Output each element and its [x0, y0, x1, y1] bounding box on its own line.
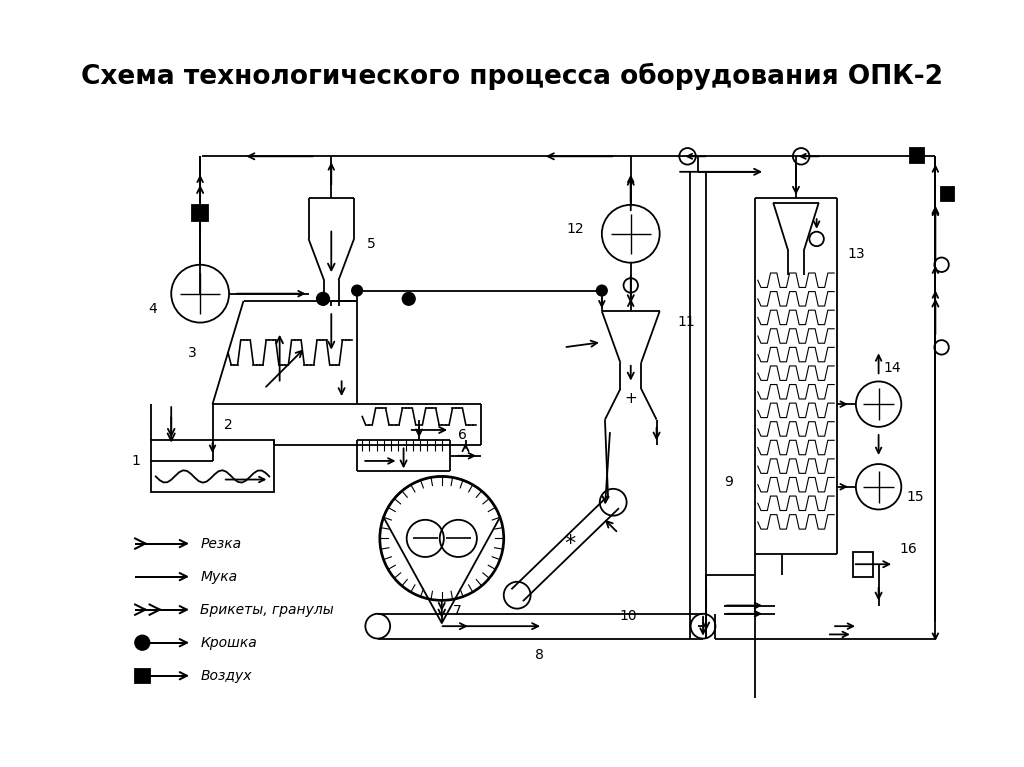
Polygon shape — [853, 551, 873, 577]
Text: 2: 2 — [224, 418, 233, 432]
Text: 4: 4 — [148, 302, 158, 316]
Circle shape — [316, 293, 330, 305]
Text: 1: 1 — [131, 454, 140, 468]
Text: 13: 13 — [848, 248, 865, 262]
Circle shape — [402, 293, 415, 305]
Text: 14: 14 — [884, 361, 901, 375]
Text: 5: 5 — [368, 237, 376, 251]
Bar — [909, 148, 924, 163]
Text: *: * — [564, 534, 575, 554]
Text: +: + — [625, 391, 637, 407]
Text: 11: 11 — [677, 314, 695, 328]
Text: Воздух: Воздух — [200, 669, 252, 683]
Text: Брикеты, гранулы: Брикеты, гранулы — [200, 603, 334, 617]
Text: Мука: Мука — [200, 570, 238, 584]
Text: 16: 16 — [899, 542, 918, 556]
Bar — [151, 440, 274, 492]
Text: Схема технологического процесса оборудования ОПК-2: Схема технологического процесса оборудов… — [81, 63, 943, 91]
Circle shape — [352, 285, 362, 296]
Text: 9: 9 — [724, 475, 732, 489]
Circle shape — [135, 636, 150, 650]
Text: Резка: Резка — [200, 537, 242, 551]
Bar — [941, 187, 954, 201]
Text: 8: 8 — [536, 648, 545, 662]
Text: 10: 10 — [620, 609, 638, 623]
Bar — [191, 205, 209, 222]
Bar — [135, 669, 150, 683]
Text: 7: 7 — [453, 604, 462, 617]
Text: Крошка: Крошка — [200, 636, 257, 650]
Text: 12: 12 — [566, 222, 585, 235]
Text: 15: 15 — [906, 490, 924, 504]
Text: 6: 6 — [459, 428, 467, 442]
Text: 3: 3 — [188, 345, 197, 360]
Circle shape — [597, 285, 607, 296]
